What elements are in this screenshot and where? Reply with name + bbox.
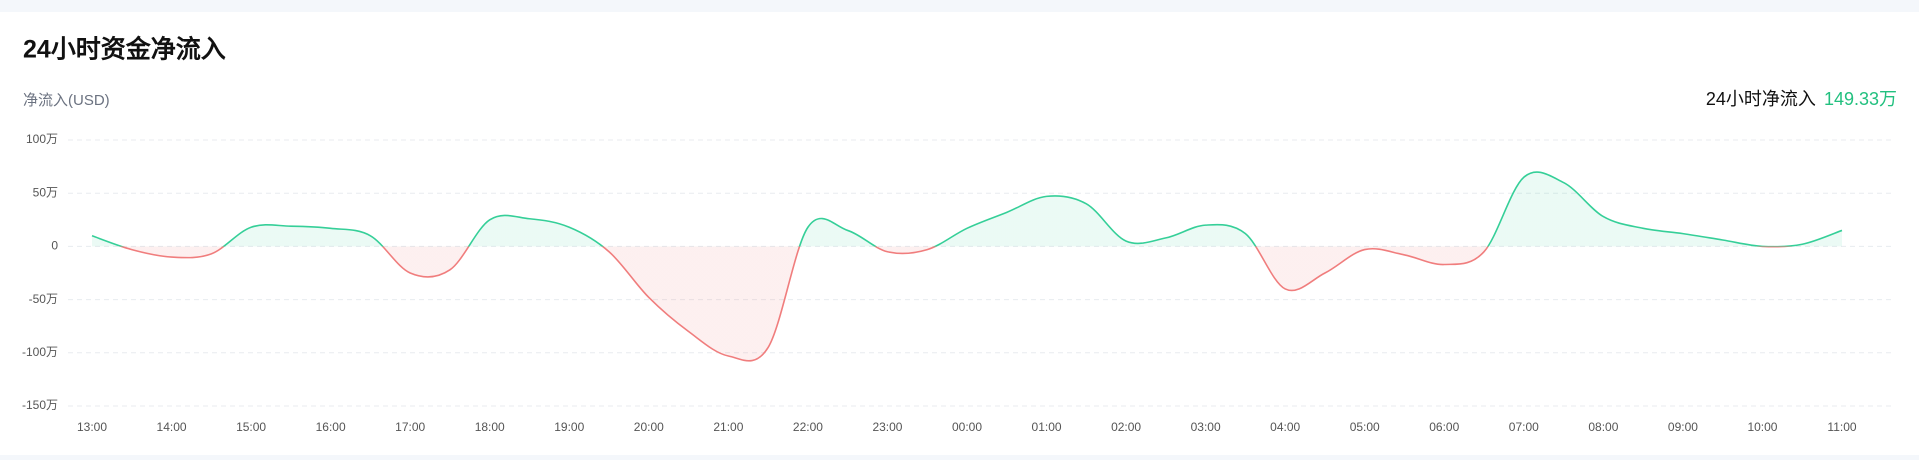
x-tick-label: 04:00 [1270, 420, 1300, 434]
x-tick-label: 22:00 [793, 420, 823, 434]
x-tick-label: 07:00 [1509, 420, 1539, 434]
y-tick-label: -50万 [29, 292, 58, 306]
x-tick-label: 23:00 [872, 420, 902, 434]
x-tick-label: 03:00 [1191, 420, 1221, 434]
x-tick-label: 19:00 [554, 420, 584, 434]
x-tick-label: 05:00 [1350, 420, 1380, 434]
x-tick-label: 00:00 [952, 420, 982, 434]
x-tick-label: 11:00 [1827, 420, 1856, 434]
line [91, 171, 1843, 362]
y-tick-label: 0 [51, 239, 58, 253]
x-tick-label: 20:00 [634, 420, 664, 434]
summary-value: 149.33万 [1824, 89, 1897, 109]
title: 24小时资金净流入 [23, 35, 226, 64]
y-tick-label: 50万 [33, 185, 58, 199]
y-tick-label: 100万 [26, 132, 58, 146]
x-tick-label: 13:00 [77, 420, 107, 434]
x-tick-label: 16:00 [316, 420, 346, 434]
axis-label: 净流入(USD) [23, 92, 110, 109]
x-tick-label: 02:00 [1111, 420, 1141, 434]
summary-label: 24小时净流入 [1706, 89, 1816, 109]
x-tick-label: 14:00 [157, 420, 187, 434]
x-tick-label: 18:00 [475, 420, 505, 434]
summary: 24小时净流入 149.33万 [1706, 89, 1897, 109]
x-tick-label: 17:00 [395, 420, 425, 434]
x-tick-label: 21:00 [713, 420, 743, 434]
x-tick-label: 15:00 [236, 420, 266, 434]
x-tick-label: 10:00 [1747, 420, 1777, 434]
y-tick-label: -150万 [22, 398, 58, 412]
x-tick-label: 01:00 [1032, 420, 1062, 434]
x-tick-label: 06:00 [1429, 420, 1459, 434]
y-tick-label: -100万 [22, 345, 58, 359]
x-tick-label: 09:00 [1668, 420, 1698, 434]
x-tick-label: 08:00 [1588, 420, 1618, 434]
